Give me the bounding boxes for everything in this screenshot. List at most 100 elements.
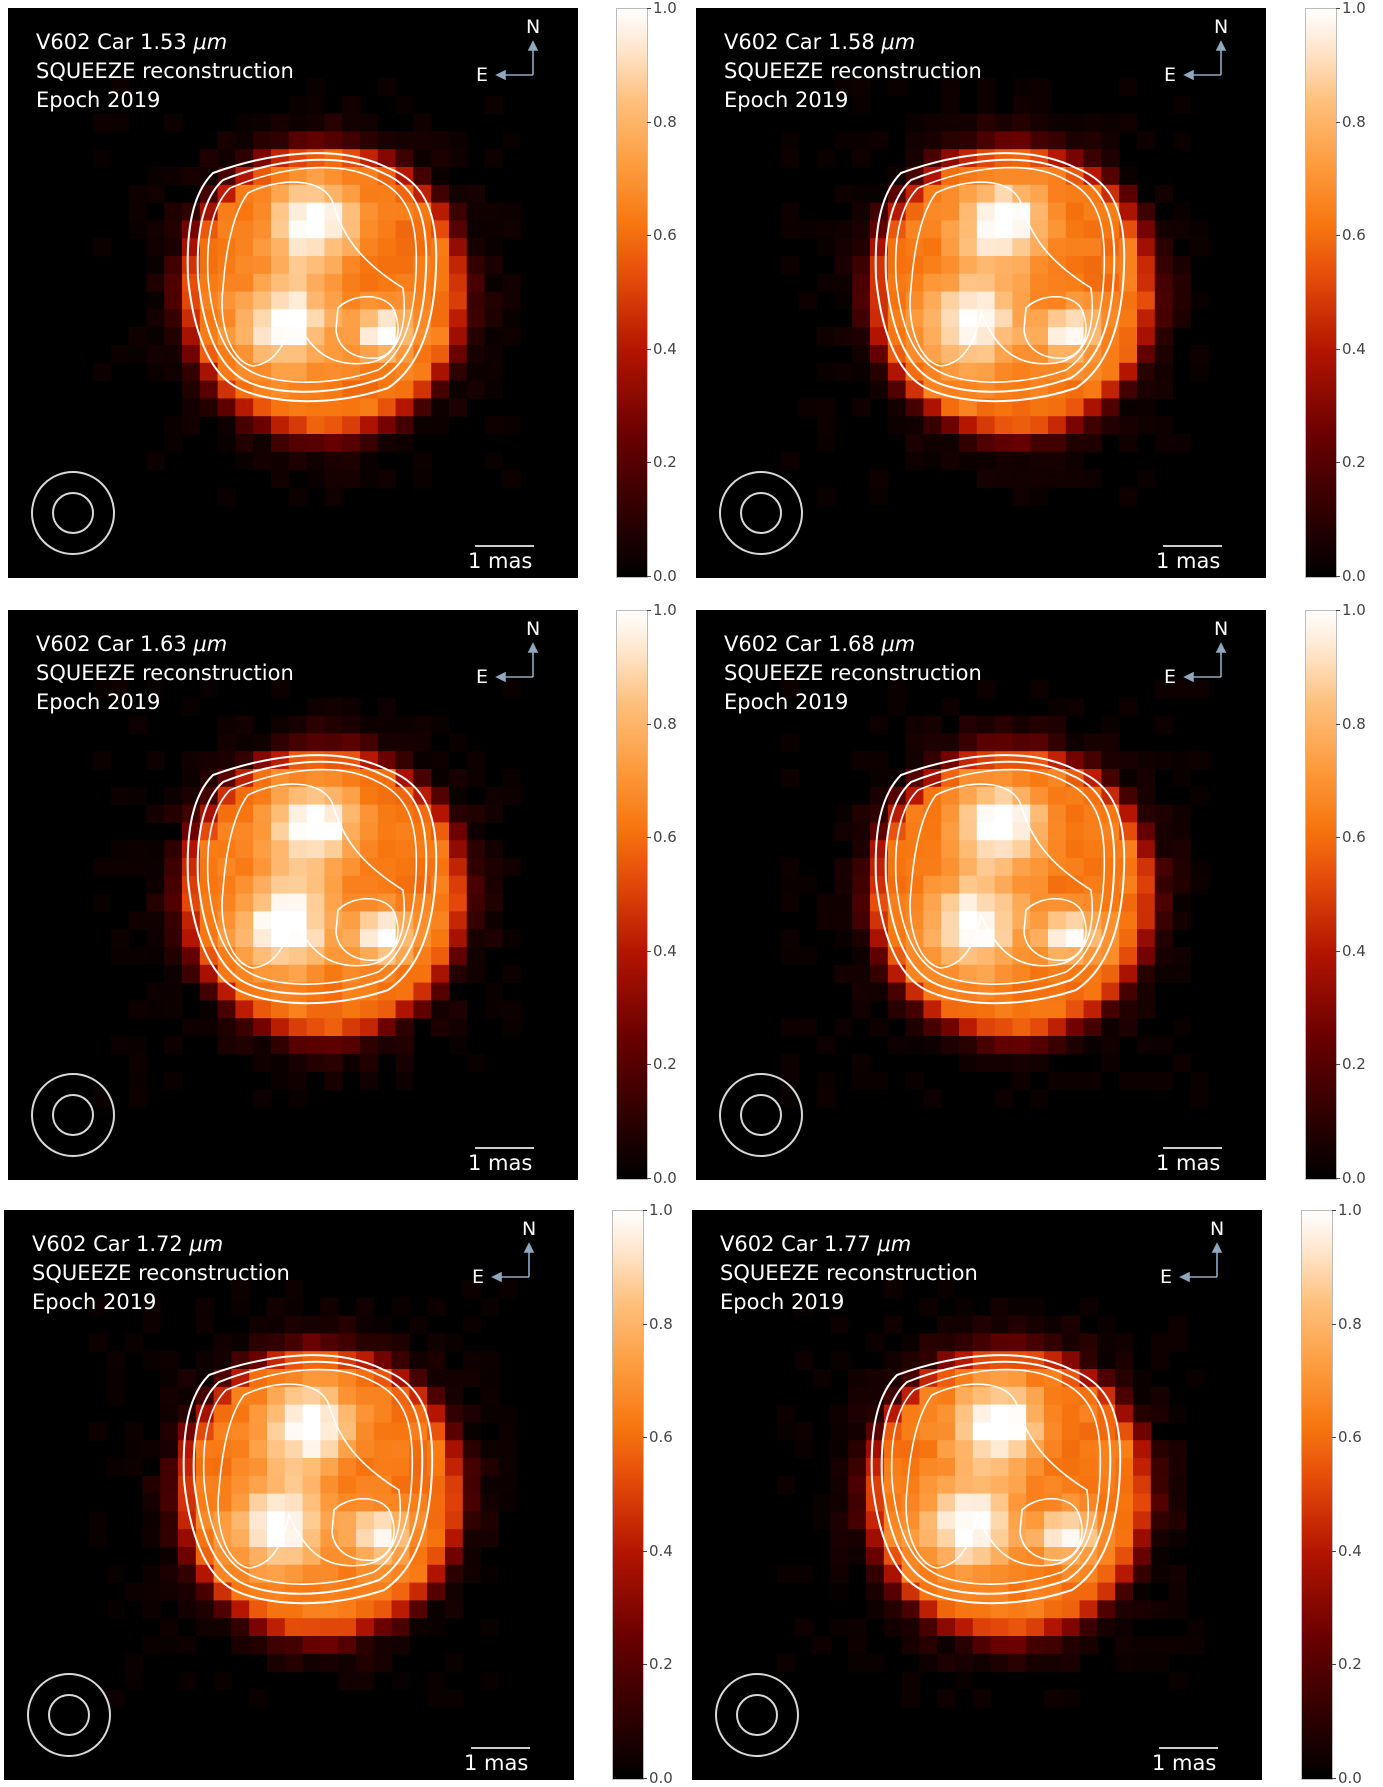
image-pixel xyxy=(306,167,325,186)
image-pixel xyxy=(1172,1053,1191,1073)
image-pixel xyxy=(1065,804,1085,823)
image-pixel xyxy=(146,751,165,770)
image-pixel xyxy=(182,362,201,382)
image-pixel xyxy=(182,947,201,966)
image-pixel xyxy=(1133,1440,1152,1459)
image-pixel xyxy=(959,822,978,841)
image-pixel xyxy=(413,220,432,239)
image-pixel xyxy=(306,893,325,912)
image-pixel xyxy=(976,273,996,293)
image-pixel xyxy=(1083,1071,1102,1090)
image-pixel xyxy=(1065,858,1085,877)
image-pixel xyxy=(955,1547,974,1566)
image-pixel xyxy=(994,929,1013,948)
image-pixel xyxy=(1048,858,1067,877)
image-pixel xyxy=(1065,149,1085,168)
image-pixel xyxy=(990,1297,1009,1317)
image-pixel xyxy=(89,1511,108,1530)
image-pixel xyxy=(972,1529,992,1548)
image-pixel xyxy=(781,893,800,912)
image-pixel xyxy=(480,1529,499,1548)
colorbar: 0.0 0.2 0.4 0.6 0.8 1.0 xyxy=(616,601,677,1187)
image-pixel xyxy=(306,327,325,346)
image-pixel xyxy=(994,416,1013,435)
image-pixel xyxy=(959,893,978,912)
image-pixel xyxy=(834,256,853,275)
image-pixel xyxy=(1172,893,1191,912)
image-pixel xyxy=(377,804,397,823)
image-pixel xyxy=(360,1036,379,1055)
image-pixel xyxy=(89,1333,108,1352)
image-pixel xyxy=(110,858,130,877)
image-pixel xyxy=(178,1671,197,1690)
image-pixel xyxy=(413,822,432,841)
image-pixel xyxy=(449,362,468,382)
image-pixel xyxy=(449,327,468,346)
image-pixel xyxy=(852,875,871,895)
scale-bar-label: 1 mas xyxy=(468,1151,533,1175)
image-pixel xyxy=(342,893,361,912)
contour-line xyxy=(217,1383,402,1569)
image-pixel xyxy=(1119,769,1138,788)
contour-line xyxy=(874,754,1126,1005)
panel-title: V602 Car 1.53 μm xyxy=(36,30,227,54)
image-pixel xyxy=(484,256,503,275)
image-pixel xyxy=(356,1618,375,1637)
image-pixel xyxy=(306,1018,325,1037)
beam-icon xyxy=(31,1073,115,1157)
image-pixel xyxy=(883,1458,903,1477)
epoch-label: Epoch 2019 xyxy=(724,88,849,112)
image-pixel xyxy=(1008,1493,1027,1512)
colorbar-tick-label: 0.6 xyxy=(1332,1428,1362,1447)
image-pixel xyxy=(976,469,996,488)
image-pixel xyxy=(449,858,468,877)
image-pixel xyxy=(834,858,853,877)
image-pixel xyxy=(377,1036,397,1055)
image-pixel xyxy=(484,416,503,435)
image-pixel xyxy=(794,1297,814,1317)
image-pixel xyxy=(941,434,960,453)
image-pixel xyxy=(284,1636,304,1655)
image-pixel xyxy=(1115,1458,1134,1477)
image-pixel xyxy=(338,1600,357,1619)
image-pixel xyxy=(178,1458,197,1477)
image-pixel xyxy=(235,822,254,841)
image-pixel xyxy=(164,362,183,382)
image-pixel xyxy=(302,1564,321,1584)
image-pixel xyxy=(271,345,290,364)
image-pixel xyxy=(976,929,996,948)
image-pixel xyxy=(271,947,290,966)
image-pixel xyxy=(870,238,889,257)
image-pixel xyxy=(342,256,361,275)
image-pixel xyxy=(124,1458,143,1477)
image-pixel xyxy=(178,1404,197,1423)
image-pixel xyxy=(360,840,379,859)
image-pixel xyxy=(1168,1404,1187,1423)
image-pixel xyxy=(923,1000,942,1019)
image-pixel xyxy=(852,858,871,877)
image-pixel xyxy=(1150,1440,1170,1459)
image-pixel xyxy=(794,1351,814,1370)
image-pixel xyxy=(466,1053,486,1073)
image-pixel xyxy=(377,822,397,841)
image-pixel xyxy=(449,893,468,912)
image-pixel xyxy=(413,733,432,752)
image-pixel xyxy=(923,840,942,859)
image-pixel xyxy=(324,487,343,506)
image-pixel xyxy=(994,113,1013,132)
image-pixel xyxy=(342,327,361,346)
image-pixel xyxy=(182,875,201,895)
colorbar-tick-label: 0.0 xyxy=(1336,1169,1366,1187)
image-pixel xyxy=(413,345,432,364)
image-pixel xyxy=(360,451,379,471)
image-pixel xyxy=(1168,1564,1187,1584)
intensity-map xyxy=(31,642,539,1157)
image-pixel xyxy=(235,327,254,346)
image-pixel xyxy=(781,220,800,239)
image-pixel xyxy=(235,1000,254,1019)
image-pixel xyxy=(182,345,201,364)
image-pixel xyxy=(852,273,871,293)
image-pixel xyxy=(937,1333,956,1352)
colorbar: 0.0 0.2 0.4 0.6 0.8 1.0 xyxy=(612,1201,673,1787)
image-pixel xyxy=(1083,184,1102,204)
